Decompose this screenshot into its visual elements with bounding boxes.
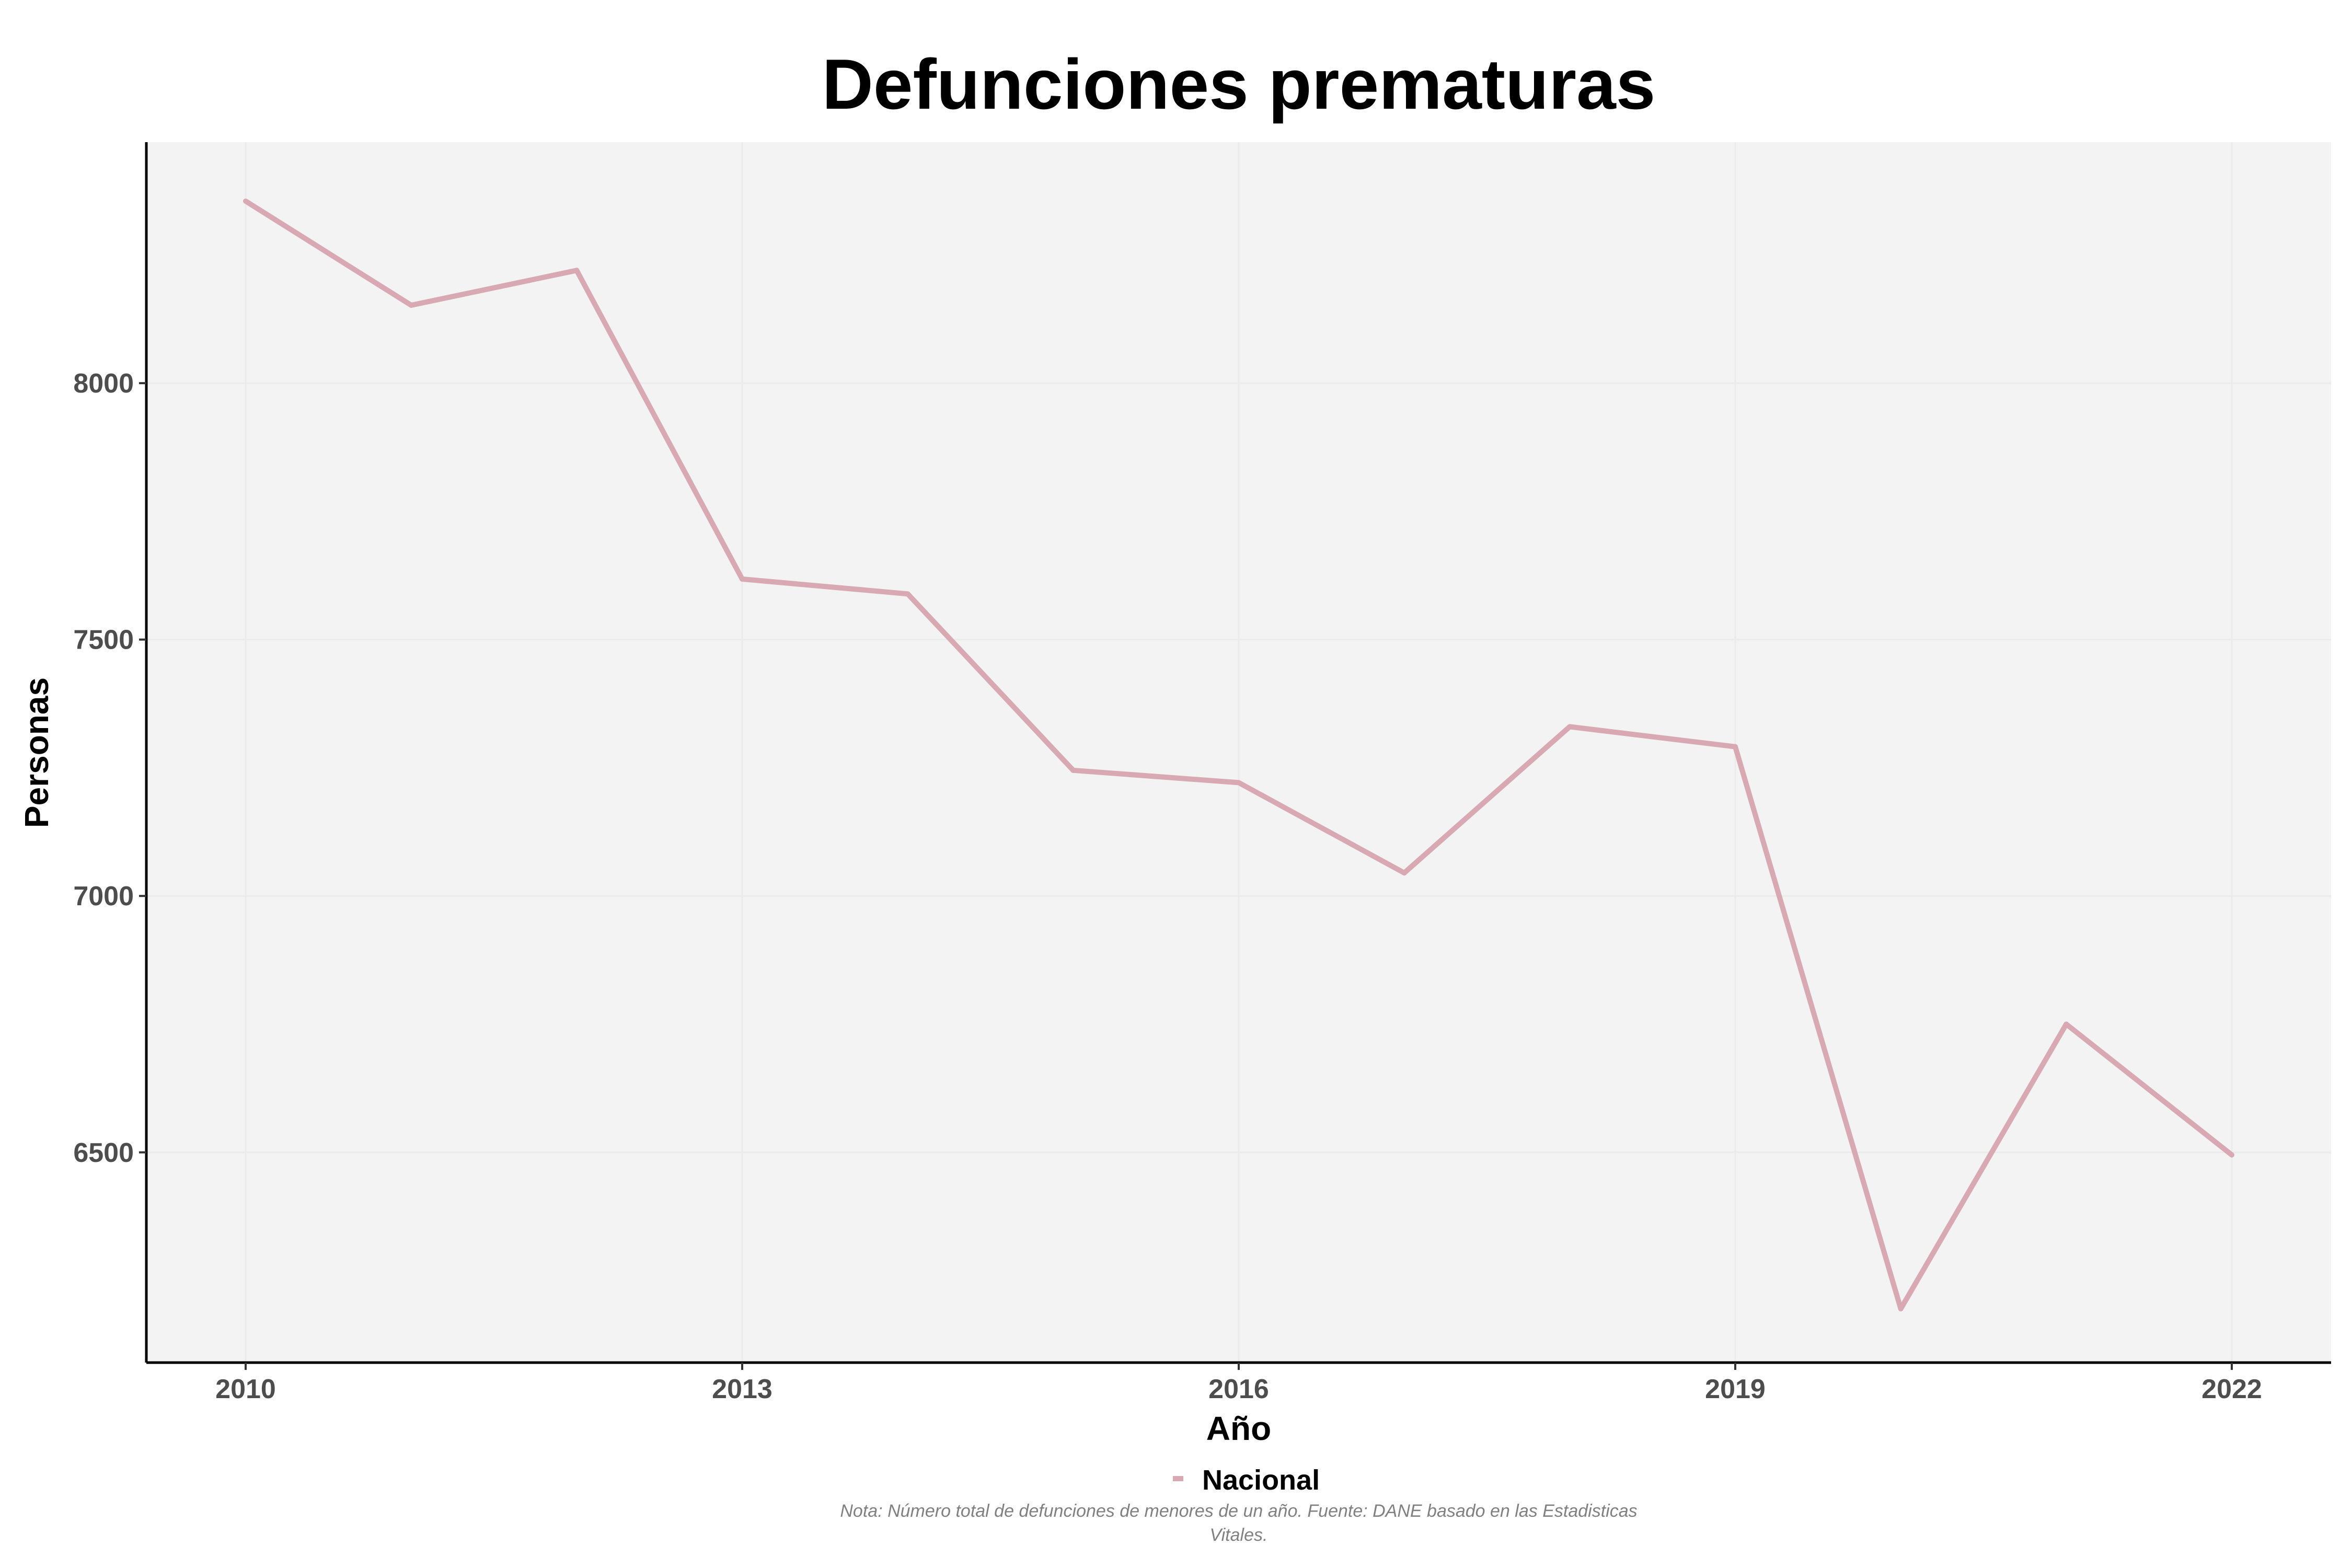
y-axis-title: Personas xyxy=(18,677,55,828)
data-point xyxy=(1236,780,1241,786)
data-point xyxy=(1898,1306,1904,1311)
data-point xyxy=(1567,724,1573,730)
legend-label-nacional: Nacional xyxy=(1202,1465,1320,1496)
y-tick-label: 6500 xyxy=(73,1138,134,1168)
x-tick-label: 2010 xyxy=(215,1374,276,1404)
x-tick-label: 2019 xyxy=(1705,1374,1766,1404)
data-point xyxy=(1401,870,1407,876)
data-point xyxy=(1733,744,1738,750)
axis-ticks: 6500 7000 7500 8000 2010 2013 2016 2019 2022 xyxy=(73,368,2262,1404)
data-point xyxy=(2063,1021,2069,1027)
x-tick-label: 2016 xyxy=(1208,1374,1269,1404)
data-point xyxy=(1070,767,1076,773)
x-tick-label: 2013 xyxy=(712,1374,773,1404)
y-tick-label: 7000 xyxy=(73,881,134,912)
data-point xyxy=(243,198,248,204)
footnote-line-2: Vitales. xyxy=(1210,1525,1268,1545)
data-point xyxy=(740,576,745,582)
x-axis-title: Año xyxy=(1206,1410,1271,1447)
data-point xyxy=(574,268,580,273)
legend: Nacional xyxy=(1173,1465,1320,1496)
gridlines xyxy=(146,142,2331,1363)
y-tick-label: 8000 xyxy=(73,368,134,399)
y-tick-label: 7500 xyxy=(73,625,134,655)
data-point xyxy=(905,591,910,597)
data-point xyxy=(408,302,414,308)
x-tick-label: 2022 xyxy=(2201,1374,2262,1404)
series-group xyxy=(243,198,2234,1311)
data-point xyxy=(2229,1152,2234,1158)
footnote-line-1: Nota: Número total de defunciones de men… xyxy=(840,1501,1637,1521)
chart-title: Defunciones prematuras xyxy=(822,44,1656,124)
